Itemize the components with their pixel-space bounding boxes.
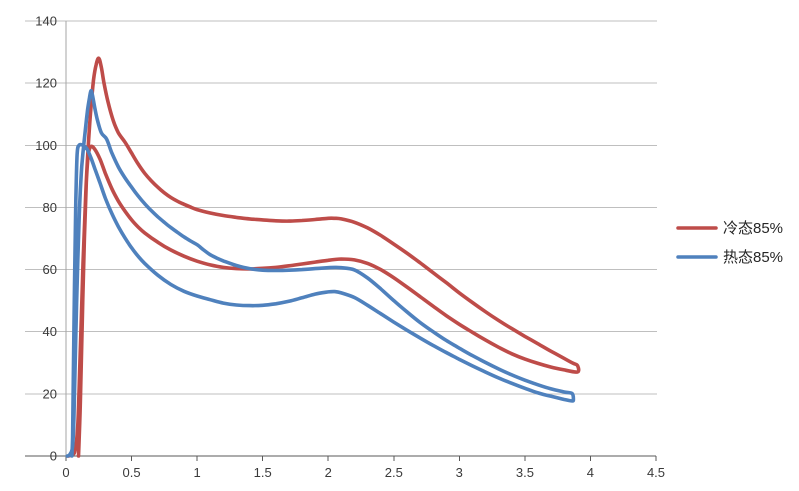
- series-line-0: [66, 56, 581, 458]
- legend-label-hot: 热态85%: [723, 249, 784, 266]
- chart-legend: 冷态85% 热态85%: [676, 216, 783, 268]
- series-line-1: [65, 88, 576, 458]
- y-axis-labels: 0 20 40 60 80 100 120 140: [35, 14, 57, 464]
- x-tick-label-4.5: 4.5: [647, 465, 665, 480]
- gridlines: [25, 20, 657, 395]
- x-tick-label-1.5: 1.5: [254, 465, 272, 480]
- x-axis-ticks: [65, 456, 657, 461]
- x-tick-label-0: 0: [62, 465, 69, 480]
- y-tick-label-120: 120: [35, 76, 57, 91]
- legend-item-cold-85: 冷态85%: [676, 216, 783, 239]
- y-tick-label-100: 100: [35, 138, 57, 153]
- y-tick-label-140: 140: [35, 14, 57, 29]
- x-tick-label-3: 3: [456, 465, 463, 480]
- legend-line-swatch-hot: [676, 254, 718, 259]
- y-tick-label-40: 40: [43, 324, 57, 339]
- x-tick-label-3.5: 3.5: [516, 465, 534, 480]
- legend-label-cold: 冷态85%: [723, 220, 784, 237]
- legend-item-hot-85: 热态85%: [676, 245, 783, 268]
- legend-line-swatch-cold: [676, 225, 718, 230]
- x-tick-label-2: 2: [325, 465, 332, 480]
- x-axis-labels: 0 0.5 1 1.5 2 2.5 3 3.5 4 4.5: [62, 465, 665, 480]
- x-tick-label-4: 4: [587, 465, 594, 480]
- y-tick-label-20: 20: [43, 386, 57, 401]
- y-tick-label-80: 80: [43, 200, 57, 215]
- y-tick-label-60: 60: [43, 262, 57, 277]
- x-tick-label-2.5: 2.5: [385, 465, 403, 480]
- x-tick-label-0.5: 0.5: [123, 465, 141, 480]
- y-tick-label-0: 0: [50, 449, 57, 464]
- x-tick-label-1: 1: [193, 465, 200, 480]
